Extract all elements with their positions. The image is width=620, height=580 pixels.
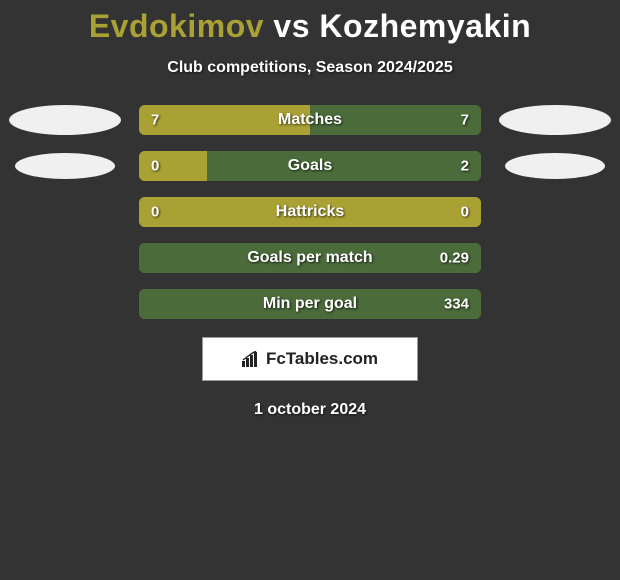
bar-chart-icon xyxy=(242,351,260,367)
subtitle: Club competitions, Season 2024/2025 xyxy=(0,59,620,77)
player-marker-left xyxy=(15,153,115,179)
stat-row: 334 Min per goal xyxy=(0,289,620,319)
stat-label: Matches xyxy=(278,111,342,129)
player-marker-right xyxy=(505,153,605,179)
stat-row: 0.29 Goals per match xyxy=(0,243,620,273)
stat-bar: 0 0 Hattricks xyxy=(139,197,481,227)
brand-box[interactable]: FcTables.com xyxy=(202,337,418,381)
stat-label: Hattricks xyxy=(276,203,344,221)
stat-label: Goals per match xyxy=(247,249,372,267)
stat-value-right: 7 xyxy=(461,112,469,129)
stat-bar: 0 2 Goals xyxy=(139,151,481,181)
player-right-name: Kozhemyakin xyxy=(319,8,531,44)
stat-row: 7 7 Matches xyxy=(0,105,620,135)
stat-rows: 7 7 Matches 0 2 Goals 0 0 Hattricks 0.29 Goals per… xyxy=(0,105,620,319)
stat-bar: 0.29 Goals per match xyxy=(139,243,481,273)
stat-value-right: 334 xyxy=(444,296,469,313)
bar-fill-right xyxy=(207,151,481,181)
bar-fill-left xyxy=(139,151,207,181)
comparison-infographic: Evdokimov vs Kozhemyakin Club competitio… xyxy=(0,0,620,419)
player-marker-left xyxy=(9,105,121,135)
stat-value-left: 7 xyxy=(151,112,159,129)
stat-row: 0 2 Goals xyxy=(0,151,620,181)
stat-value-right: 2 xyxy=(461,158,469,175)
stat-bar: 334 Min per goal xyxy=(139,289,481,319)
player-marker-right xyxy=(499,105,611,135)
stat-label: Goals xyxy=(288,157,332,175)
stat-value-right: 0.29 xyxy=(440,250,469,267)
vs-separator: vs xyxy=(264,8,319,44)
stat-label: Min per goal xyxy=(263,295,357,313)
stat-value-left: 0 xyxy=(151,158,159,175)
stat-value-left: 0 xyxy=(151,204,159,221)
player-left-name: Evdokimov xyxy=(89,8,264,44)
page-title: Evdokimov vs Kozhemyakin xyxy=(0,8,620,45)
brand-text: FcTables.com xyxy=(266,349,378,369)
stat-value-right: 0 xyxy=(461,204,469,221)
stat-bar: 7 7 Matches xyxy=(139,105,481,135)
stat-row: 0 0 Hattricks xyxy=(0,197,620,227)
date-label: 1 october 2024 xyxy=(0,401,620,419)
